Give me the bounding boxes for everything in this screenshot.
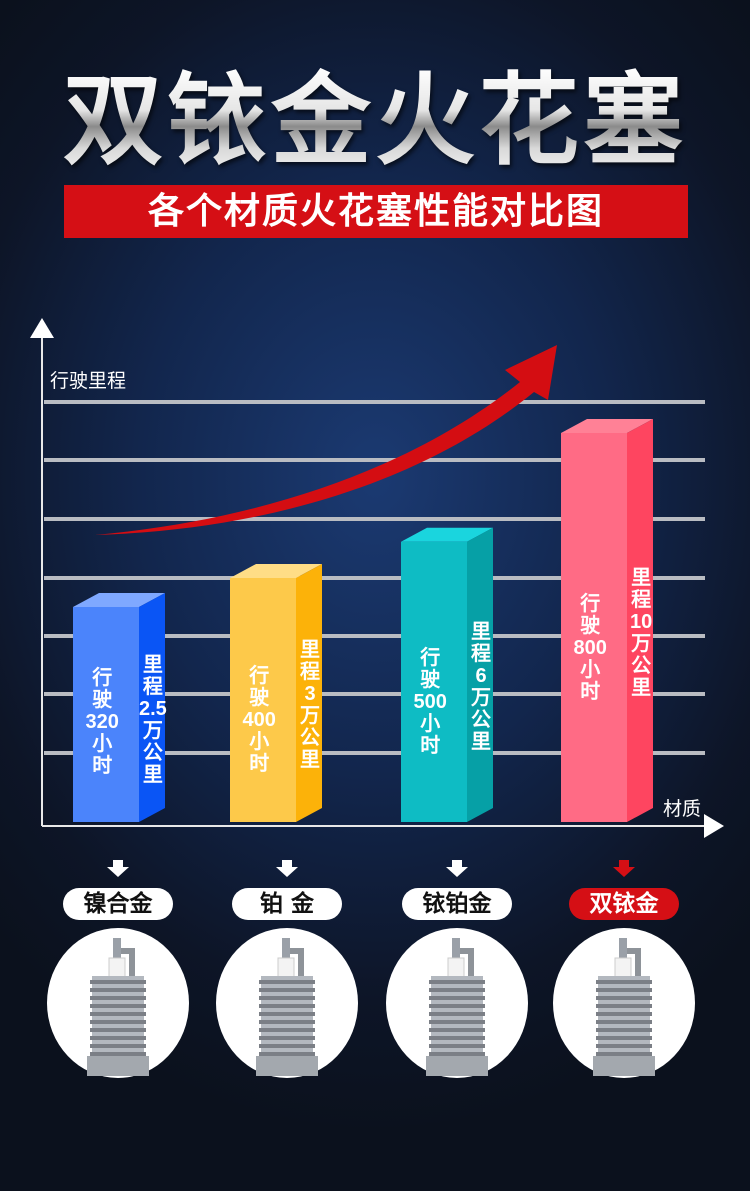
spark-plug-image <box>216 928 358 1078</box>
bar-label-line: 行 <box>249 665 270 687</box>
material-label: 镍合金 <box>63 888 173 920</box>
bar-1 <box>230 564 322 822</box>
bar-hours-label: 行驶 320 小时 <box>86 667 119 777</box>
bar-label-line: 2.5 <box>139 697 167 720</box>
bar-hours-label: 行驶 500 小时 <box>414 647 447 757</box>
bar-label-line: 公 <box>142 741 163 764</box>
x-axis-arrow-icon <box>704 814 724 838</box>
bar-mileage-label: 里程 2.5 万公里 <box>139 654 167 786</box>
bar-label-line: 程 <box>631 588 652 611</box>
bar-label-line: 行 <box>92 667 113 689</box>
x-axis-label: 材质 <box>663 798 702 820</box>
bar-3 <box>561 419 653 822</box>
bar-label-line: 程 <box>300 661 320 683</box>
bar-front-face <box>230 578 296 822</box>
bar-label-line: 小 <box>420 712 441 735</box>
bar-label-line: 公 <box>300 727 320 749</box>
down-arrow-icon <box>276 860 298 878</box>
bar-label-line: 时 <box>249 753 270 775</box>
page-title: 双铱金火花塞 <box>0 66 750 176</box>
bar-top-face <box>401 527 493 542</box>
bar-side-face <box>139 593 165 822</box>
bar-2 <box>401 527 493 822</box>
bar-hours-label: 行驶 400 小时 <box>243 665 276 775</box>
bar-label-line: 驶 <box>580 614 601 637</box>
bar-label-line: 320 <box>85 711 119 733</box>
bar-side-face <box>296 564 322 822</box>
bar-label-line: 驶 <box>92 689 113 711</box>
bar-top-face <box>230 564 322 578</box>
bar-label-line: 万 <box>300 705 320 727</box>
bar-label-line: 行 <box>420 646 441 669</box>
bar-label-line: 10 <box>630 610 653 633</box>
y-axis-label: 行驶里程 <box>50 370 127 392</box>
bar-label-line: 万 <box>631 632 652 655</box>
bar-front-face <box>73 607 139 822</box>
bar-front-face <box>401 541 467 822</box>
bar-label-line: 小 <box>92 733 113 755</box>
bar-label-line: 时 <box>580 680 601 703</box>
bar-label-line: 万 <box>142 719 163 742</box>
bar-label-line: 里 <box>471 730 491 753</box>
material-label: 双铱金 <box>569 888 679 920</box>
bar-label-line: 里 <box>142 763 163 786</box>
bar-label-line: 小 <box>249 731 270 753</box>
bar-label-line: 时 <box>420 734 441 757</box>
bar-front-face <box>561 433 627 822</box>
bar-label-line: 驶 <box>249 687 270 709</box>
bar-label-line: 里 <box>142 653 163 676</box>
y-axis-arrow-icon <box>30 318 54 338</box>
spark-plug-image <box>386 928 528 1078</box>
bar-label-line: 6 <box>475 664 487 687</box>
bar-mileage-label: 里程 10 万公里 <box>630 567 652 699</box>
bar-label-line: 程 <box>471 642 491 665</box>
material-label: 铱铂金 <box>402 888 512 920</box>
material-label: 铂 金 <box>232 888 342 920</box>
bar-label-line: 400 <box>242 709 276 731</box>
spark-plug-image <box>553 928 695 1078</box>
bar-label-line: 小 <box>580 658 601 681</box>
bar-label-line: 公 <box>631 654 652 677</box>
bar-label-line: 时 <box>92 755 113 777</box>
bar-label-line: 里 <box>631 676 652 699</box>
bar-label-line: 里 <box>300 639 320 661</box>
bar-label-line: 3 <box>304 683 316 705</box>
bar-top-face <box>73 593 165 607</box>
trend-arrow <box>95 345 557 535</box>
bar-0 <box>73 593 165 822</box>
bar-label-line: 里 <box>300 749 320 771</box>
bar-label-line: 公 <box>471 708 491 731</box>
bar-hours-label: 行驶 800 小时 <box>574 593 607 703</box>
bar-label-line: 里 <box>471 620 491 643</box>
bar-label-line: 800 <box>573 636 607 659</box>
bar-label-line: 里 <box>631 566 652 589</box>
bar-label-line: 万 <box>471 686 491 709</box>
page-subtitle: 各个材质火花塞性能对比图 <box>64 185 688 238</box>
bar-label-line: 500 <box>413 690 447 713</box>
bar-side-face <box>467 527 493 822</box>
bar-top-face <box>561 419 653 433</box>
spark-plug-image <box>47 928 189 1078</box>
bar-label-line: 驶 <box>420 668 441 691</box>
down-arrow-icon <box>446 860 468 878</box>
down-arrow-icon <box>107 860 129 878</box>
down-arrow-icon <box>613 860 635 878</box>
bar-label-line: 程 <box>142 675 163 698</box>
bar-side-face <box>627 419 653 822</box>
bar-label-line: 行 <box>580 592 601 615</box>
